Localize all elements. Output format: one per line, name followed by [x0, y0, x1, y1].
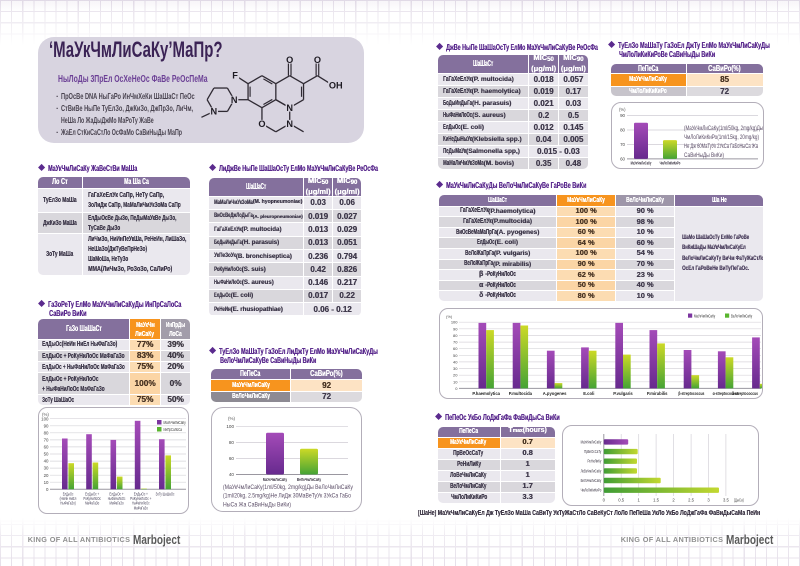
svg-text:70: 70 — [620, 142, 625, 147]
svg-text:O: O — [286, 56, 293, 65]
svg-text:ЗоТу ШаШаОс: ЗоТу ШаШаОс — [156, 492, 175, 497]
svg-text:N: N — [231, 95, 238, 105]
svg-text:0: 0 — [455, 386, 458, 391]
svg-text:ЕлДыОс +: ЕлДыОс + — [134, 492, 149, 497]
svg-text:α-streptococcus: α-streptococcus — [713, 391, 740, 396]
svg-text:(%): (%) — [619, 107, 626, 112]
svg-text:ВеЛоЧмЛиСаКу: ВеЛоЧмЛиСаКу — [731, 313, 753, 318]
svg-text:O: O — [258, 119, 265, 129]
svg-text:40: 40 — [453, 359, 458, 364]
svg-text:МаУкЧмЛиСаКу: МаУкЧмЛиСаКу — [581, 439, 602, 444]
svg-text:40: 40 — [44, 459, 49, 464]
svg-text:50: 50 — [453, 353, 458, 358]
svg-text:P.multocida: P.multocida — [509, 391, 533, 396]
svg-text:30: 30 — [453, 366, 458, 371]
svg-text:60: 60 — [453, 346, 458, 351]
svg-text:ЕлДыОс +: ЕлДыОс + — [109, 492, 124, 497]
svg-text:40: 40 — [229, 472, 235, 477]
svg-text:ЧмЛоЛиКиКиРо: ЧмЛоЛиКиКиРо — [659, 160, 680, 165]
svg-text:50: 50 — [44, 452, 49, 457]
svg-text:(МаУкЧмЛиСаКу(1ml/50kg, 2mg/k: (МаУкЧмЛиСаКу(1ml/50kg, 2mg/kg)Ды ВеЛоЧм… — [223, 484, 354, 491]
svg-text:ВеЛоЧмЛиСаКу: ВеЛоЧмЛиСаКу — [297, 477, 321, 483]
svg-text:O: O — [314, 56, 321, 65]
svg-text:N: N — [211, 107, 218, 117]
svg-text:100: 100 — [451, 320, 458, 325]
svg-text:F: F — [232, 71, 238, 81]
svg-text:80: 80 — [620, 127, 625, 132]
svg-text:OH: OH — [329, 81, 343, 91]
svg-text:E.coli: E.coli — [583, 391, 594, 396]
svg-text:РоКуНиЛоОс: РоКуНиЛоОс — [83, 496, 101, 501]
svg-text:P.mirabilis: P.mirabilis — [647, 391, 668, 396]
svg-text:ИнПрСаЛоСа: ИнПрСаЛоСа — [164, 427, 183, 432]
svg-text:МаФаГаЗо: МаФаГаЗо — [85, 501, 100, 506]
svg-text:80: 80 — [44, 430, 49, 435]
svg-text:70: 70 — [44, 438, 49, 443]
svg-text:Не Дж 60МаТуУк 2УкСа ГаБоНыСа: Не Дж 60МаТуУк 2УкСа ГаБоНыСа Жа — [684, 143, 758, 150]
svg-text:(%): (%) — [446, 314, 453, 319]
svg-text:РоКуНиЛоОс +: РоКуНиЛоОс + — [130, 496, 152, 501]
svg-text:90: 90 — [453, 326, 458, 331]
svg-text:60: 60 — [620, 156, 625, 161]
svg-text:60: 60 — [44, 445, 49, 450]
svg-text:90: 90 — [620, 113, 625, 118]
svg-text:МаФаГаЗо: МаФаГаЗо — [134, 505, 149, 510]
svg-text:100: 100 — [41, 416, 49, 421]
svg-text:ЧмЛоЛиКиКиРо(1ml/15kg, 20mg/kg: ЧмЛоЛиКиКиРо(1ml/15kg, 20mg/kg) — [684, 134, 759, 141]
svg-text:(МаУкЧмЛиСаКу(1ml/50kg, 2mg/kg: (МаУкЧмЛиСаКу(1ml/50kg, 2mg/kg)Ды — [684, 125, 763, 132]
svg-text:10: 10 — [44, 480, 49, 485]
svg-text:N: N — [286, 119, 293, 129]
svg-text:МаУкЧмЛиСаКу: МаУкЧмЛиСаКу — [694, 313, 716, 318]
svg-text:ПрВеОсСаТу: ПрВеОсСаТу — [584, 449, 602, 454]
svg-text:20: 20 — [44, 473, 49, 478]
svg-text:(НеИн НиЕл: (НеИн НиЕл — [60, 496, 77, 501]
svg-text:2.5: 2.5 — [688, 498, 694, 503]
svg-text:P.haemolytica: P.haemolytica — [472, 391, 500, 396]
svg-text:ЕлДыОс: ЕлДыОс — [63, 492, 74, 497]
svg-text:1: 1 — [638, 498, 641, 503]
svg-text:ЛоВеЧмЛиСаКу: ЛоВеЧмЛиСаКу — [581, 468, 602, 473]
svg-text:ЧмЛоЛиКиКиРо: ЧмЛоЛиКиКиРо — [581, 488, 602, 493]
svg-text:80: 80 — [453, 333, 458, 338]
svg-text:ВеЛоЧмЛиСаКу: ВеЛоЧмЛиСаКу — [581, 478, 602, 483]
svg-text:10: 10 — [453, 379, 458, 384]
svg-text:НыФаНиЛоОс: НыФаНиЛоОс — [132, 501, 150, 506]
svg-text:(1ml/20kg, 2.5mg/kg)Не ЛиДж 30: (1ml/20kg, 2.5mg/kg)Не ЛиДж 30МаВеТуУк 3… — [223, 493, 351, 500]
svg-text:0: 0 — [603, 498, 606, 503]
svg-text:β-streptococcus: β-streptococcus — [678, 391, 705, 396]
svg-text:СаВиНыДы ВиКи): СаВиНыДы ВиКи) — [684, 152, 724, 159]
svg-text:P.vulgaris: P.vulgaris — [613, 391, 633, 396]
svg-text:НыФаГаЗо): НыФаГаЗо) — [60, 501, 76, 506]
svg-text:РеНиЛиКу: РеНиЛиКу — [588, 459, 602, 464]
svg-text:1.5: 1.5 — [653, 498, 659, 503]
svg-text:70: 70 — [453, 340, 458, 345]
svg-text:0.5: 0.5 — [618, 498, 624, 503]
svg-text:60: 60 — [229, 456, 235, 461]
svg-text:3: 3 — [707, 498, 710, 503]
svg-text:A.pyogenes: A.pyogenes — [543, 391, 567, 396]
svg-text:МаФаГаЗо: МаФаГаЗо — [109, 501, 124, 506]
svg-text:МаУкЧмЛиСаКу: МаУкЧмЛиСаКу — [263, 477, 287, 483]
svg-text:3.5: 3.5 — [723, 498, 729, 503]
svg-text:ЕлДыОс +: ЕлДыОс + — [85, 492, 100, 497]
svg-text:МаУкЧмЛиСаКу: МаУкЧмЛиСаКу — [630, 160, 651, 165]
svg-text:N: N — [286, 103, 293, 113]
svg-text:0: 0 — [46, 487, 49, 492]
svg-text:НыСа Жа СаВиНыДы ВиКи): НыСа Жа СаВиНыДы ВиКи) — [223, 501, 291, 508]
svg-text:(%): (%) — [42, 412, 49, 417]
svg-text:90: 90 — [44, 423, 49, 428]
svg-text:НыФаНиЛоОс: НыФаНиЛоОс — [108, 496, 126, 501]
svg-text:δ-streptococcus: δ-streptococcus — [732, 391, 759, 396]
svg-text:20: 20 — [453, 373, 458, 378]
svg-text:МаУкЧмЛиСаКу: МаУкЧмЛиСаКу — [164, 420, 187, 425]
svg-text:80: 80 — [229, 440, 235, 445]
svg-text:30: 30 — [44, 466, 49, 471]
svg-text:(%): (%) — [228, 416, 235, 421]
svg-text:(ДыСа): (ДыСа) — [734, 498, 744, 503]
svg-text:100: 100 — [226, 424, 234, 429]
svg-text:2: 2 — [672, 498, 675, 503]
